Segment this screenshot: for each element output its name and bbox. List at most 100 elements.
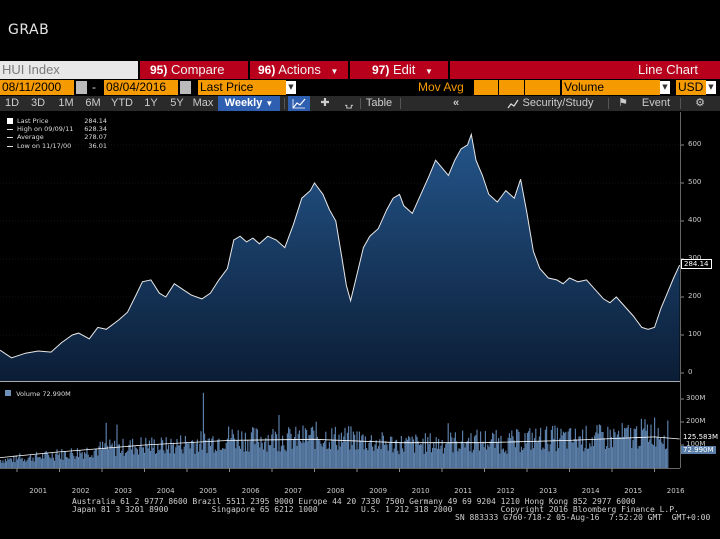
bar-type-icon[interactable]: ⍽: [344, 97, 354, 109]
volume-bar: [483, 447, 485, 468]
flag-icon[interactable]: ⚑: [618, 97, 628, 109]
volume-bar: [438, 438, 440, 468]
volume-bar: [303, 442, 305, 468]
volume-bar: [33, 461, 35, 468]
volume-bar: [544, 429, 546, 468]
volume-bar: [656, 437, 658, 468]
period-3d-button[interactable]: 3D: [30, 97, 46, 109]
frequency-select[interactable]: Weekly ▼: [218, 96, 280, 111]
period-5y-button[interactable]: 5Y: [170, 97, 184, 109]
period-max-button[interactable]: Max: [192, 97, 214, 109]
volume-bar: [361, 435, 363, 468]
chart-type-label[interactable]: Line Chart: [638, 62, 698, 77]
volume-bar: [511, 430, 513, 468]
volume-bar: [642, 429, 644, 468]
volume-bar: [244, 432, 246, 468]
y-tick-label: 600: [688, 140, 702, 148]
x-tick-label: 2008: [326, 487, 345, 495]
volume-bar: [116, 424, 118, 468]
chevron-down-icon[interactable]: ▼: [286, 81, 296, 94]
volume-bar: [132, 438, 134, 468]
volume-bar: [115, 455, 117, 468]
volume-bar: [15, 455, 17, 468]
volume-bar: [469, 451, 471, 468]
actions-button[interactable]: 96) Actions ▼: [258, 61, 348, 79]
x-axis-ticks: [16, 468, 655, 472]
volume-bar: [78, 457, 80, 468]
volume-bar: [421, 444, 423, 468]
calendar-icon[interactable]: [180, 81, 191, 94]
calendar-icon[interactable]: [76, 81, 87, 94]
volume-bar: [111, 443, 113, 468]
period-1m-button[interactable]: 1M: [58, 97, 74, 109]
legend-value: 284.14: [84, 117, 107, 125]
period-6m-button[interactable]: 6M: [85, 97, 101, 109]
volume-bar: [56, 449, 58, 468]
volume-bar: [504, 452, 506, 468]
volume-bar: [301, 443, 303, 468]
volume-bar: [459, 448, 461, 468]
volume-bar: [561, 435, 563, 468]
start-date-field[interactable]: 08/11/2000: [0, 80, 74, 95]
security-study-button[interactable]: Security/Study: [522, 97, 594, 109]
volume-bar: [247, 440, 249, 468]
volume-bar: [542, 447, 544, 468]
edit-button[interactable]: 97) Edit ▼: [372, 61, 452, 79]
volume-bar: [477, 442, 479, 468]
study-field[interactable]: [474, 80, 560, 95]
volume-bar: [535, 428, 537, 468]
volume-bar: [100, 449, 102, 468]
volume-bar: [480, 431, 482, 468]
volume-bar: [264, 441, 266, 468]
chevron-down-icon[interactable]: ▼: [660, 81, 670, 94]
volume-bar: [432, 447, 434, 468]
security-study-icon[interactable]: [506, 96, 520, 111]
volume-bar: [99, 441, 101, 468]
volume-bar: [265, 437, 267, 468]
volume-bar: [530, 449, 532, 468]
period-1d-button[interactable]: 1D: [4, 97, 20, 109]
volume-bar: [40, 458, 42, 468]
period-1y-button[interactable]: 1Y: [144, 97, 158, 109]
table-button[interactable]: Table: [365, 97, 393, 109]
volume-bar: [72, 452, 74, 468]
volume-bar: [168, 444, 170, 468]
compare-button[interactable]: 95) Compare: [150, 61, 260, 79]
volume-bar: [82, 458, 84, 468]
chevron-down-icon[interactable]: ▼: [706, 81, 716, 94]
volume-bars: [0, 392, 669, 468]
volume-bar: [626, 427, 628, 468]
volume-bar: [508, 433, 510, 468]
volume-y-tick-label: 200M: [686, 417, 706, 425]
gear-icon[interactable]: ⚙: [695, 97, 705, 109]
volume-bar: [236, 439, 238, 468]
volume-ma-tag: 125.583M: [681, 433, 720, 441]
price-field-select[interactable]: Last Price: [198, 80, 286, 95]
volume-bar: [548, 451, 550, 468]
collapse-icon[interactable]: «: [452, 97, 460, 109]
volume-bar: [606, 446, 608, 468]
volume-bar: [464, 447, 466, 468]
volume-bar: [309, 434, 311, 468]
volume-bar: [450, 432, 452, 468]
volume-ma-line: [0, 436, 680, 458]
volume-field-select[interactable]: Volume: [562, 80, 660, 95]
volume-bar: [4, 459, 6, 468]
crosshair-icon[interactable]: ✚: [320, 97, 330, 109]
line-chart-icon[interactable]: [288, 96, 310, 111]
event-button[interactable]: Event: [641, 97, 671, 109]
volume-bar: [44, 451, 46, 468]
currency-select[interactable]: USD: [676, 80, 706, 95]
volume-bar: [627, 425, 629, 468]
volume-bar: [294, 437, 296, 468]
volume-bar: [69, 452, 71, 468]
volume-bar: [596, 425, 598, 468]
ticker-field[interactable]: HUI Index: [0, 61, 138, 79]
period-ytd-button[interactable]: YTD: [111, 97, 133, 109]
volume-bar: [42, 453, 44, 468]
volume-bar: [205, 440, 207, 468]
volume-bar: [536, 442, 538, 468]
volume-bar: [272, 429, 274, 468]
volume-bar: [550, 429, 552, 468]
end-date-field[interactable]: 08/04/2016: [104, 80, 178, 95]
